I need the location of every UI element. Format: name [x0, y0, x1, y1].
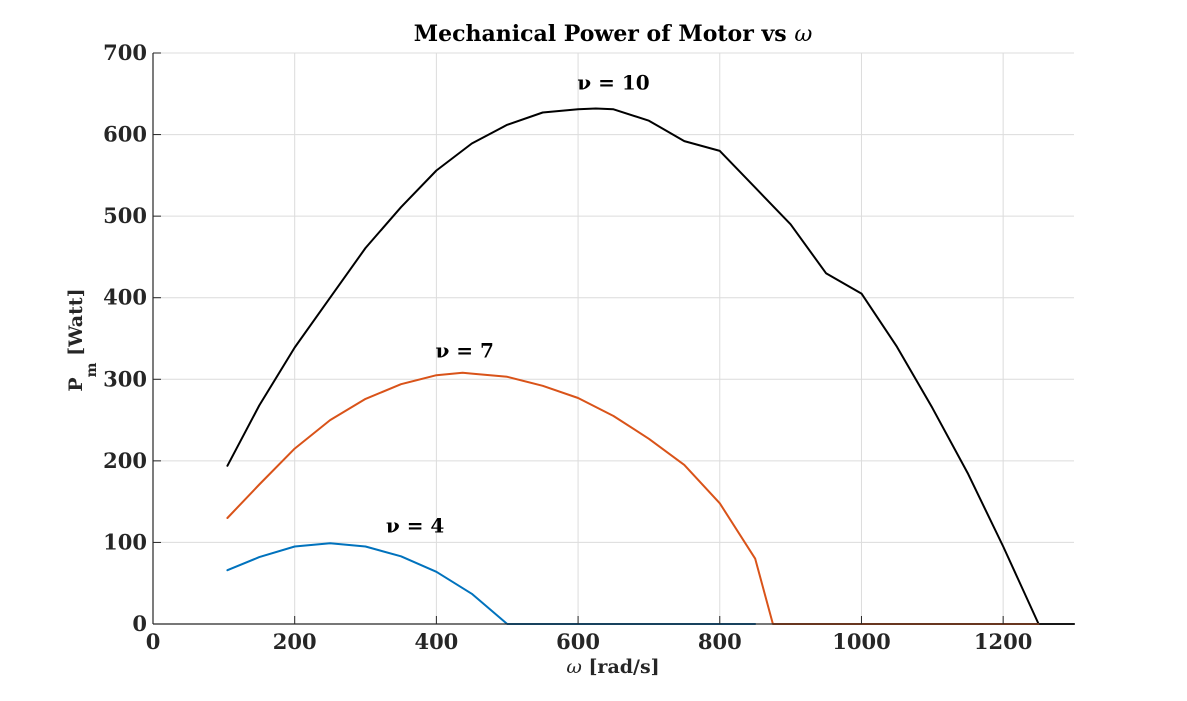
y-tick-label: 500 — [103, 203, 147, 228]
y-axis-label: Pm [Watt] — [65, 288, 100, 391]
axis-ticks: 0 200 400 600 800 1000 1200 0 100 200 300 400 500 600… — [103, 40, 1032, 654]
x-tick-label: 1200 — [974, 629, 1032, 654]
y-tick-label: 600 — [103, 122, 147, 147]
series-line-0 — [226, 107, 1075, 625]
x-tick-label: 1000 — [832, 629, 890, 654]
y-tick-label: 400 — [103, 285, 147, 310]
y-tick-label: 700 — [103, 40, 147, 65]
series-annotations: ν = 10 ν = 7 ν = 4 — [386, 71, 650, 538]
x-tick-label: 200 — [273, 629, 317, 654]
x-tick-label: 0 — [146, 629, 161, 654]
grid-lines — [153, 52, 1074, 624]
x-tick-label: 400 — [414, 629, 458, 654]
chart-title: Mechanical Power of Motor vs ω — [414, 21, 813, 47]
x-tick-label: 600 — [556, 629, 600, 654]
y-tick-label: 100 — [103, 529, 147, 554]
x-axis-label: ω [rad/s] — [566, 656, 659, 678]
y-tick-label: 0 — [132, 611, 147, 636]
plot-area-background — [153, 53, 1074, 624]
series-label-2: ν = 4 — [386, 514, 445, 538]
series-label-0: ν = 10 — [577, 71, 649, 95]
x-tick-label: 800 — [698, 629, 742, 654]
y-tick-label: 300 — [103, 366, 147, 391]
plot-axes — [152, 53, 1074, 625]
y-tick-label: 200 — [103, 448, 147, 473]
series-label-1: ν = 7 — [435, 338, 493, 362]
